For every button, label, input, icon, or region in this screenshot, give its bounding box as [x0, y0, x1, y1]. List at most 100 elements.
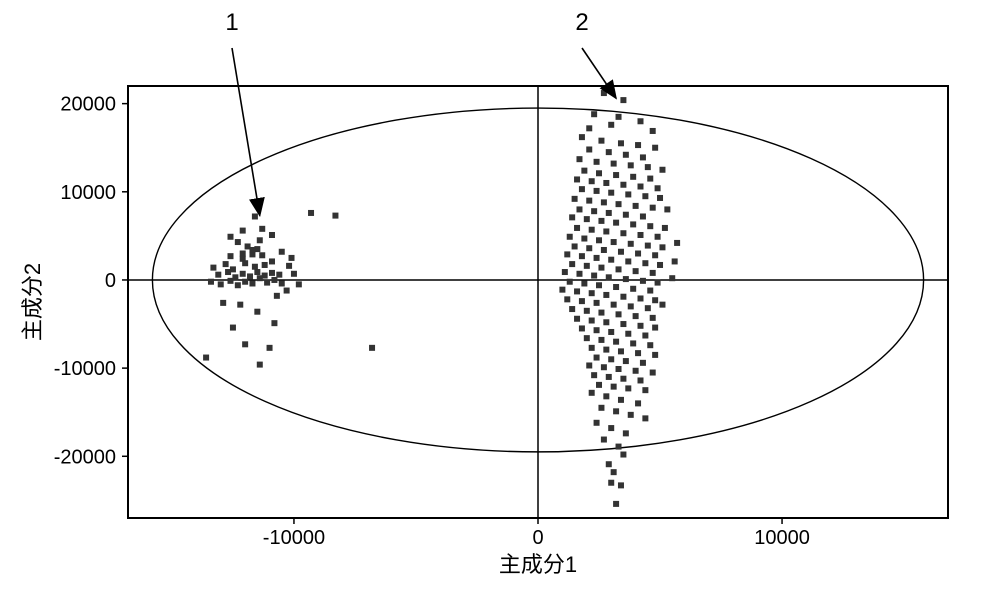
- data-point: [603, 393, 609, 399]
- data-point: [259, 252, 265, 258]
- data-point: [647, 288, 653, 294]
- data-point: [630, 174, 636, 180]
- data-point: [586, 146, 592, 152]
- data-point: [594, 355, 600, 361]
- data-point: [611, 302, 617, 308]
- data-point: [625, 191, 631, 197]
- data-point: [657, 195, 663, 201]
- data-point: [662, 225, 668, 231]
- data-point: [638, 377, 644, 383]
- data-point: [652, 252, 658, 258]
- data-point: [564, 296, 570, 302]
- data-point: [591, 208, 597, 214]
- data-point: [657, 262, 663, 268]
- data-point: [279, 280, 285, 286]
- data-point: [635, 350, 641, 356]
- data-point: [623, 430, 629, 436]
- data-point: [220, 300, 226, 306]
- data-point: [638, 184, 644, 190]
- data-point: [640, 360, 646, 366]
- data-point: [608, 122, 614, 128]
- data-point: [228, 278, 234, 284]
- data-point: [369, 345, 375, 351]
- data-point: [623, 212, 629, 218]
- data-point: [240, 251, 246, 257]
- data-point: [642, 260, 648, 266]
- callout-label: 2: [575, 9, 588, 36]
- data-point: [237, 302, 243, 308]
- data-point: [659, 302, 665, 308]
- data-point: [598, 337, 604, 343]
- data-point: [606, 149, 612, 155]
- data-point: [618, 482, 624, 488]
- data-point: [584, 335, 590, 341]
- data-point: [274, 293, 280, 299]
- data-point: [203, 355, 209, 361]
- data-point: [240, 228, 246, 234]
- data-point: [635, 400, 641, 406]
- data-point: [606, 210, 612, 216]
- data-point: [635, 251, 641, 257]
- y-tick-label: 0: [105, 270, 116, 292]
- data-point: [625, 258, 631, 264]
- x-axis-label: 主成分1: [499, 552, 577, 577]
- data-point: [642, 387, 648, 393]
- data-point: [603, 180, 609, 186]
- callout-label: 1: [225, 9, 238, 36]
- data-point: [242, 279, 248, 285]
- data-point: [210, 265, 216, 271]
- data-point: [576, 206, 582, 212]
- data-point: [603, 292, 609, 298]
- data-point: [223, 261, 229, 267]
- data-point: [279, 249, 285, 255]
- data-point: [215, 272, 221, 278]
- data-point: [291, 271, 297, 277]
- data-point: [594, 255, 600, 261]
- data-point: [230, 325, 236, 331]
- data-point: [332, 213, 338, 219]
- data-point: [574, 176, 580, 182]
- data-point: [611, 239, 617, 245]
- data-point: [638, 232, 644, 238]
- data-point: [618, 140, 624, 146]
- data-point: [594, 300, 600, 306]
- data-point: [650, 270, 656, 276]
- data-point: [606, 274, 612, 280]
- data-point: [574, 316, 580, 322]
- data-point: [645, 164, 651, 170]
- data-point: [645, 305, 651, 311]
- data-point: [286, 263, 292, 269]
- data-point: [642, 415, 648, 421]
- data-point: [567, 279, 573, 285]
- data-point: [308, 210, 314, 216]
- data-point: [594, 327, 600, 333]
- data-point: [269, 258, 275, 264]
- data-point: [574, 225, 580, 231]
- data-point: [569, 261, 575, 267]
- data-point: [618, 397, 624, 403]
- data-point: [584, 308, 590, 314]
- data-point: [650, 315, 656, 321]
- data-point: [579, 186, 585, 192]
- y-tick-label: -10000: [54, 358, 116, 380]
- y-axis-label: 主成分2: [20, 263, 45, 341]
- data-point: [242, 341, 248, 347]
- data-point: [638, 118, 644, 124]
- data-point: [581, 168, 587, 174]
- data-point: [664, 206, 670, 212]
- data-point: [620, 452, 626, 458]
- data-point: [625, 385, 631, 391]
- data-point: [638, 295, 644, 301]
- data-point: [584, 216, 590, 222]
- data-point: [650, 128, 656, 134]
- data-point: [559, 287, 565, 293]
- data-point: [252, 264, 258, 270]
- data-point: [620, 182, 626, 188]
- data-point: [572, 243, 578, 249]
- data-point: [252, 213, 258, 219]
- data-point: [601, 364, 607, 370]
- data-point: [608, 329, 614, 335]
- data-point: [620, 321, 626, 327]
- data-point: [603, 319, 609, 325]
- data-point: [569, 306, 575, 312]
